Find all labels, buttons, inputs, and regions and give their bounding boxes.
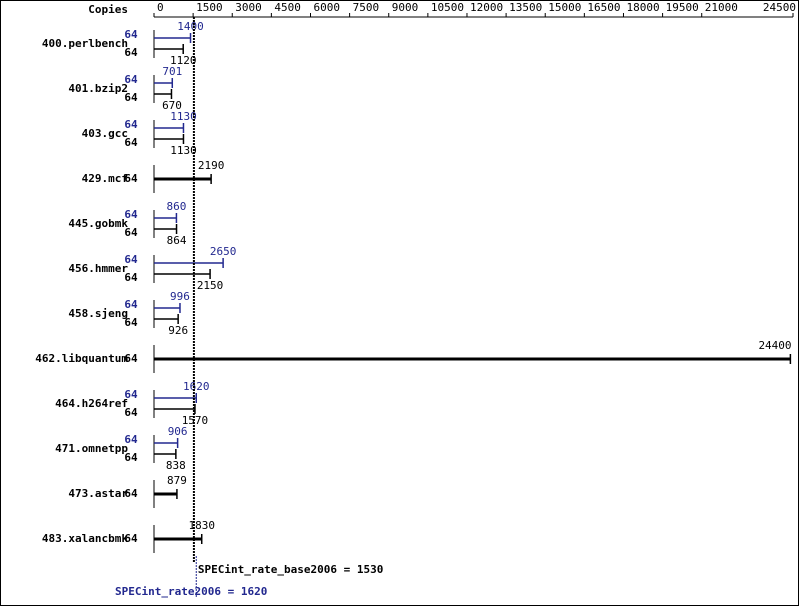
category-label: 483.xalancbmk	[42, 532, 128, 545]
copies-label: 64	[124, 316, 138, 329]
value-label: 2150	[197, 279, 224, 292]
copies-label: 64	[124, 298, 138, 311]
value-label: 879	[167, 474, 187, 487]
copies-label: 64	[124, 433, 138, 446]
x-tick-label: 1500	[196, 1, 223, 14]
copies-label: 64	[124, 487, 138, 500]
copies-label: 64	[124, 118, 138, 131]
value-label: 2190	[198, 159, 225, 172]
value-label: 2650	[210, 245, 237, 258]
value-label: 1620	[183, 380, 210, 393]
category-label: 464.h264ref	[55, 397, 128, 410]
x-tick-label: 7500	[353, 1, 380, 14]
copies-label: 64	[124, 226, 138, 239]
x-tick-label: 24500	[763, 1, 796, 14]
value-label: 24400	[758, 339, 791, 352]
copies-label: 64	[124, 352, 138, 365]
x-tick-label: 0	[157, 1, 164, 14]
reference-label: SPECint_rate_base2006 = 1530	[198, 563, 383, 576]
value-label: 670	[162, 99, 182, 112]
x-tick-label: 15000	[548, 1, 581, 14]
x-tick-label: 19500	[666, 1, 699, 14]
x-tick-label: 3000	[235, 1, 262, 14]
x-tick-label: 16500	[587, 1, 620, 14]
copies-label: 64	[124, 208, 138, 221]
copies-header: Copies	[88, 3, 128, 16]
copies-label: 64	[124, 451, 138, 464]
value-label: 1400	[177, 20, 204, 33]
value-label: 864	[167, 234, 187, 247]
category-label: 429.mcf	[82, 172, 128, 185]
x-tick-label: 10500	[431, 1, 464, 14]
category-label: 403.gcc	[82, 127, 128, 140]
category-label: 401.bzip2	[68, 82, 128, 95]
copies-label: 64	[124, 136, 138, 149]
copies-label: 64	[124, 28, 138, 41]
value-label: 1130	[170, 144, 197, 157]
x-tick-label: 12000	[470, 1, 503, 14]
category-label: 400.perlbench	[42, 37, 128, 50]
copies-label: 64	[124, 271, 138, 284]
category-label: 462.libquantum	[35, 352, 128, 365]
x-tick-label: 13500	[509, 1, 542, 14]
x-tick-label: 4500	[274, 1, 301, 14]
value-label: 1120	[170, 54, 197, 67]
value-label: 860	[166, 200, 186, 213]
value-label: 1130	[170, 110, 197, 123]
category-label: 471.omnetpp	[55, 442, 128, 455]
copies-label: 64	[124, 388, 138, 401]
category-label: 445.gobmk	[68, 217, 128, 230]
x-tick-label: 18000	[626, 1, 659, 14]
x-tick-label: 6000	[313, 1, 340, 14]
value-label: 926	[168, 324, 188, 337]
category-label: 458.sjeng	[68, 307, 128, 320]
x-tick-label: 21000	[705, 1, 738, 14]
copies-label: 64	[124, 406, 138, 419]
value-label: 701	[162, 65, 182, 78]
reference-label: SPECint_rate2006 = 1620	[115, 585, 267, 598]
copies-label: 64	[124, 46, 138, 59]
value-label: 1830	[188, 519, 215, 532]
copies-label: 64	[124, 91, 138, 104]
value-label: 1570	[182, 414, 209, 427]
copies-label: 64	[124, 253, 138, 266]
copies-label: 64	[124, 172, 138, 185]
copies-label: 64	[124, 532, 138, 545]
value-label: 906	[168, 425, 188, 438]
value-label: 838	[166, 459, 186, 472]
value-label: 996	[170, 290, 190, 303]
x-tick-label: 9000	[392, 1, 419, 14]
category-label: 456.hmmer	[68, 262, 128, 275]
category-label: 473.astar	[68, 487, 128, 500]
copies-label: 64	[124, 73, 138, 86]
